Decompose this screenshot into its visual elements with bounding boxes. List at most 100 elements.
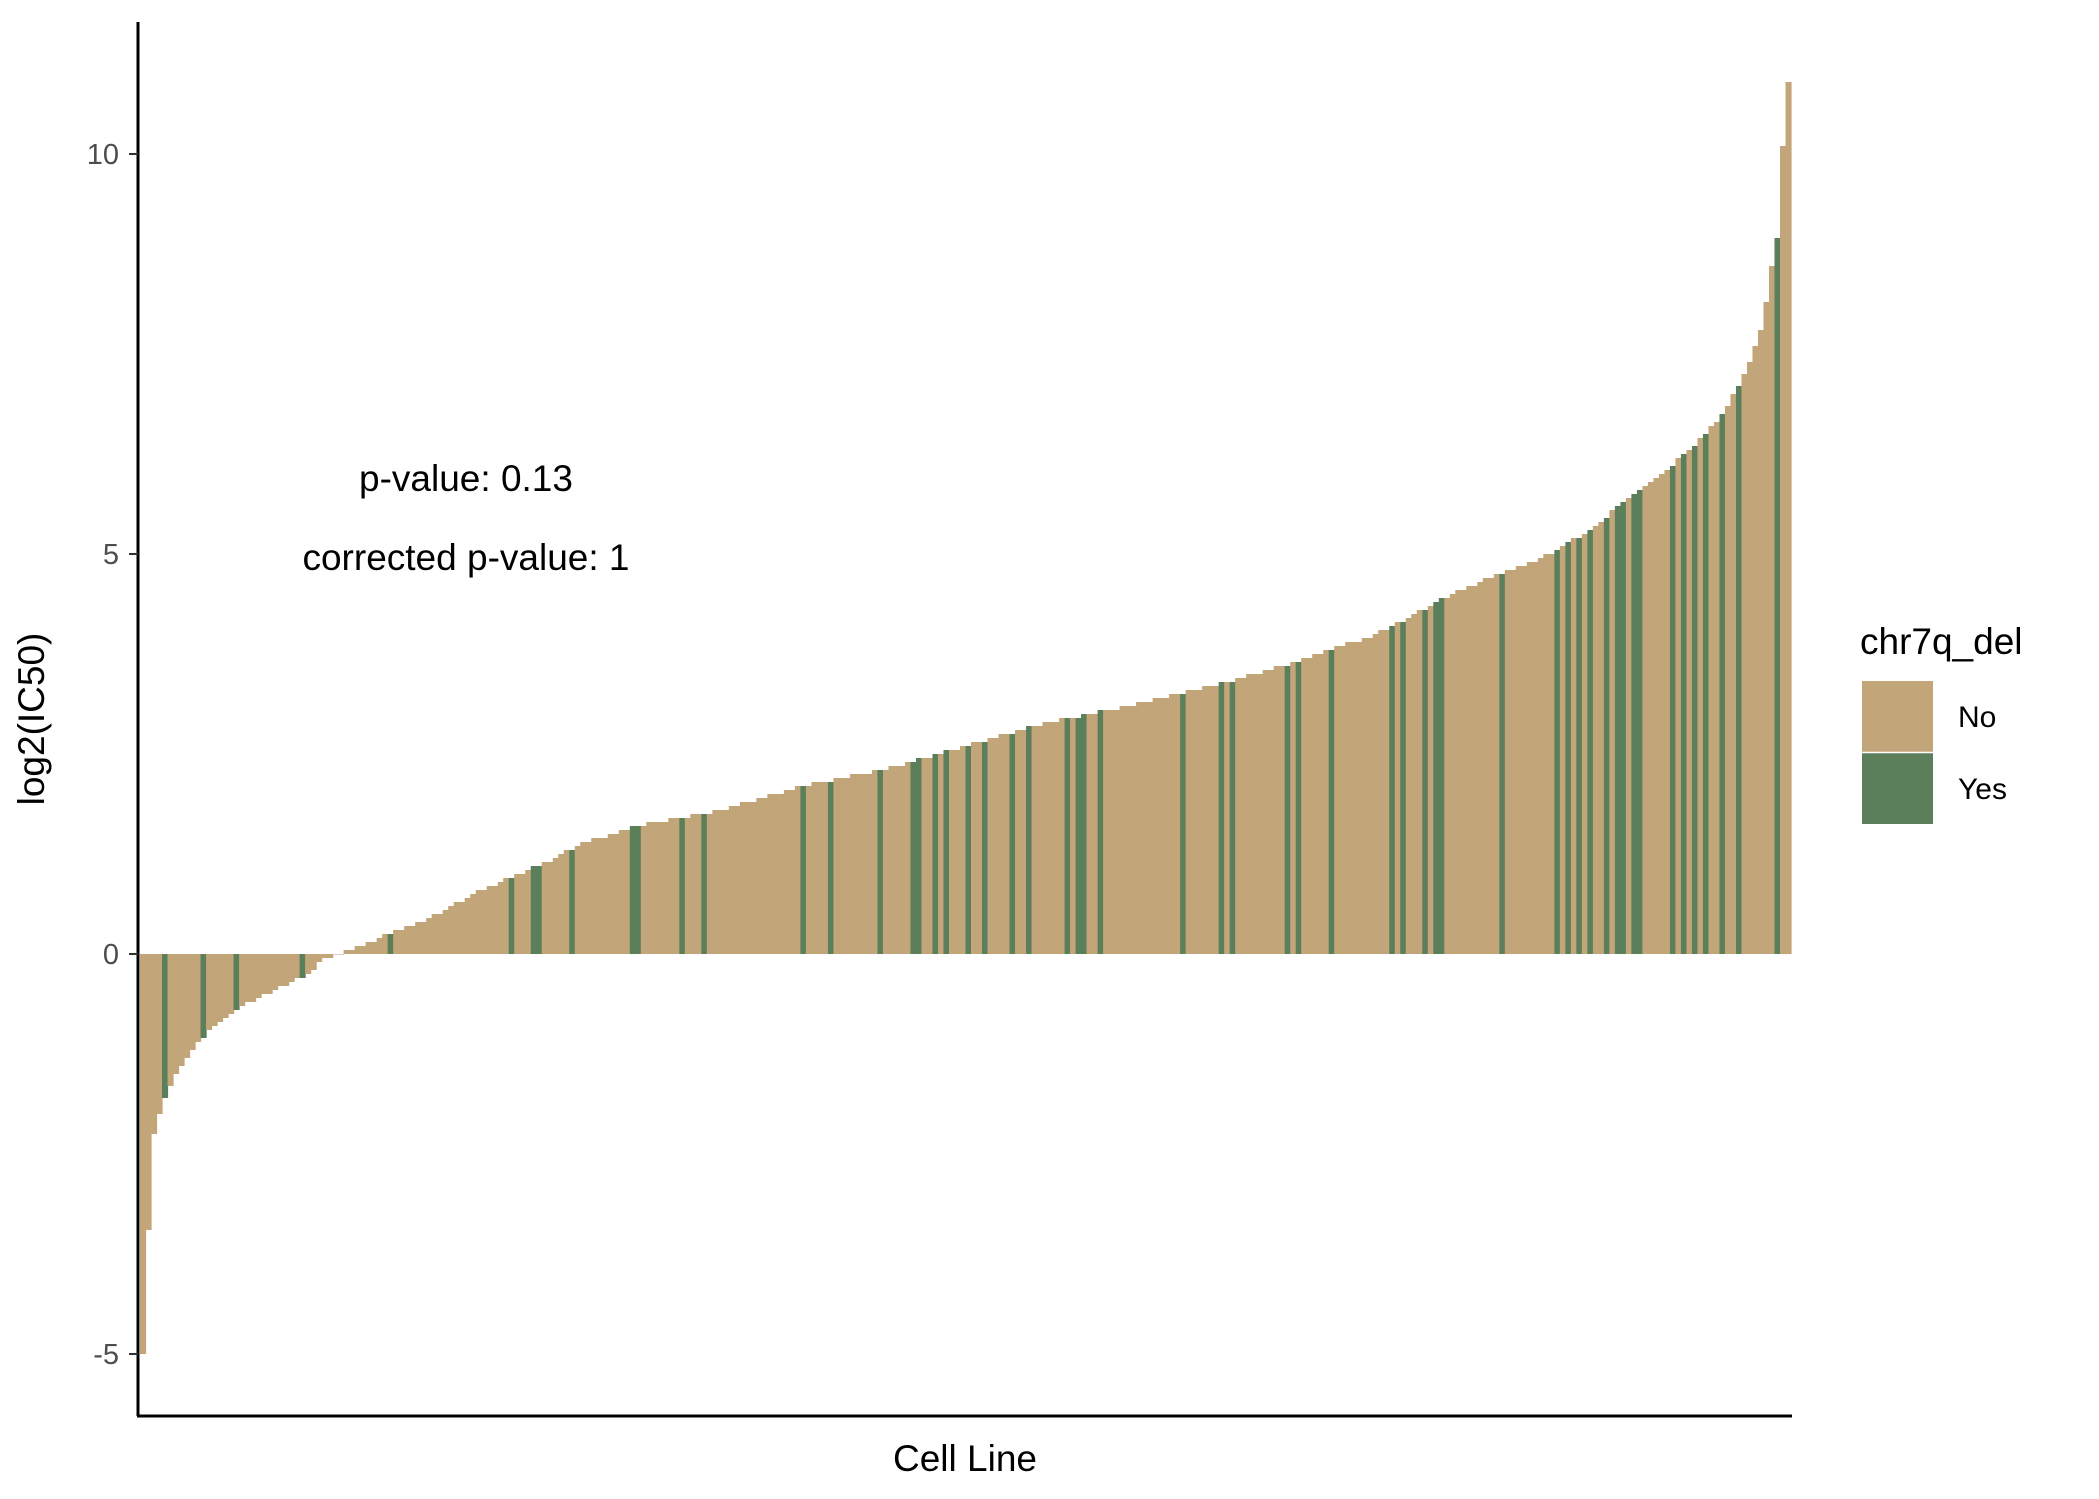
legend-title: chr7q_del (1860, 621, 2023, 662)
bar-no (1405, 618, 1412, 954)
bar-no (888, 766, 895, 954)
bar-yes (800, 786, 807, 954)
bar-no (1658, 474, 1666, 954)
bar-no (1169, 694, 1176, 954)
bar-no (222, 954, 229, 1018)
bar-no (156, 954, 163, 1114)
bar-no (393, 930, 400, 954)
bar-yes (1702, 434, 1710, 954)
bar-no (431, 914, 438, 954)
bar-no (1257, 674, 1264, 954)
bar-no (492, 886, 499, 954)
bar-no (1048, 722, 1055, 954)
bar-no (354, 946, 361, 954)
bar-yes (932, 754, 939, 954)
bar-no (1504, 570, 1511, 954)
y-ticks: -5 0 5 10 (87, 139, 138, 1371)
bar-yes (827, 782, 835, 954)
bar-no (1515, 566, 1522, 954)
bar-no (1427, 606, 1434, 954)
bar-no (1350, 642, 1357, 954)
bar-no (904, 762, 912, 954)
bar-no (376, 938, 383, 954)
bar-no (1345, 642, 1352, 954)
bar-yes (701, 814, 708, 954)
bar-no (288, 954, 295, 982)
legend-label-no: No (1958, 701, 1996, 734)
bar-no (1592, 526, 1599, 954)
bar-no (1460, 590, 1467, 954)
bar-no (1103, 710, 1110, 954)
bar-no (761, 798, 768, 954)
bar-no (1015, 730, 1022, 954)
bar-no (613, 834, 620, 954)
bar-yes (1422, 610, 1429, 954)
bar-no (822, 782, 829, 954)
bar-no (145, 954, 152, 1230)
bar-no (442, 910, 449, 954)
bar-no (976, 742, 983, 954)
bar-yes (569, 850, 576, 954)
bar-no (1372, 634, 1379, 954)
bar-no (1763, 302, 1770, 954)
bar-no (1092, 714, 1099, 954)
bar-no (596, 838, 603, 954)
bar-yes (1433, 602, 1440, 954)
bar-no (371, 942, 378, 954)
bar-no (657, 822, 664, 954)
bar-yes (1735, 386, 1743, 954)
bar-no (937, 754, 945, 954)
bar-yes (1631, 494, 1638, 954)
bar-no (1581, 534, 1588, 954)
bar-no (1202, 686, 1209, 954)
bar-no (1317, 654, 1324, 954)
bar-no (1086, 714, 1093, 954)
bar-no (1482, 578, 1489, 954)
bar-no (459, 902, 466, 954)
bar-no (1526, 562, 1533, 954)
bar-no (470, 894, 477, 954)
bar-no (1510, 570, 1517, 954)
bar-no (849, 774, 857, 954)
y-tick-label: -5 (93, 1339, 119, 1371)
bar-no (1213, 686, 1220, 954)
bar-no (1042, 722, 1049, 954)
bar-no (723, 810, 730, 954)
bar-no (690, 814, 697, 954)
bar-no (481, 890, 488, 954)
bar-no (585, 842, 592, 954)
bar-yes (1680, 454, 1688, 954)
bar-no (1334, 646, 1341, 954)
bar-no (1108, 710, 1115, 954)
bar-no (1664, 470, 1671, 954)
bar-no (993, 738, 1000, 954)
bar-no (789, 790, 796, 954)
bar-no (893, 766, 901, 954)
bar-no (272, 954, 279, 990)
bar-no (739, 802, 746, 954)
bar-no (668, 818, 675, 954)
bar-no (921, 758, 928, 954)
bar-no (960, 746, 967, 954)
bar-no (750, 802, 757, 954)
bar-no (1037, 726, 1044, 954)
bar-no (1031, 726, 1038, 954)
bar-no (1471, 586, 1478, 954)
bar-no (816, 782, 824, 954)
bar-yes (915, 758, 923, 954)
bar-no (844, 778, 851, 954)
y-tick-label: 5 (103, 539, 119, 571)
bar-no (365, 942, 372, 954)
bar-no (1147, 702, 1154, 954)
bar-no (1488, 578, 1495, 954)
bar-no (398, 930, 405, 954)
bar-no (1273, 666, 1280, 954)
bar-no (1741, 374, 1748, 954)
bar-yes (1614, 506, 1621, 954)
bar-no (332, 954, 339, 955)
bar-no (580, 842, 587, 954)
bar-no (338, 954, 345, 955)
bar-no (684, 818, 691, 954)
bar-no (1196, 690, 1203, 954)
bar-no (255, 954, 262, 998)
